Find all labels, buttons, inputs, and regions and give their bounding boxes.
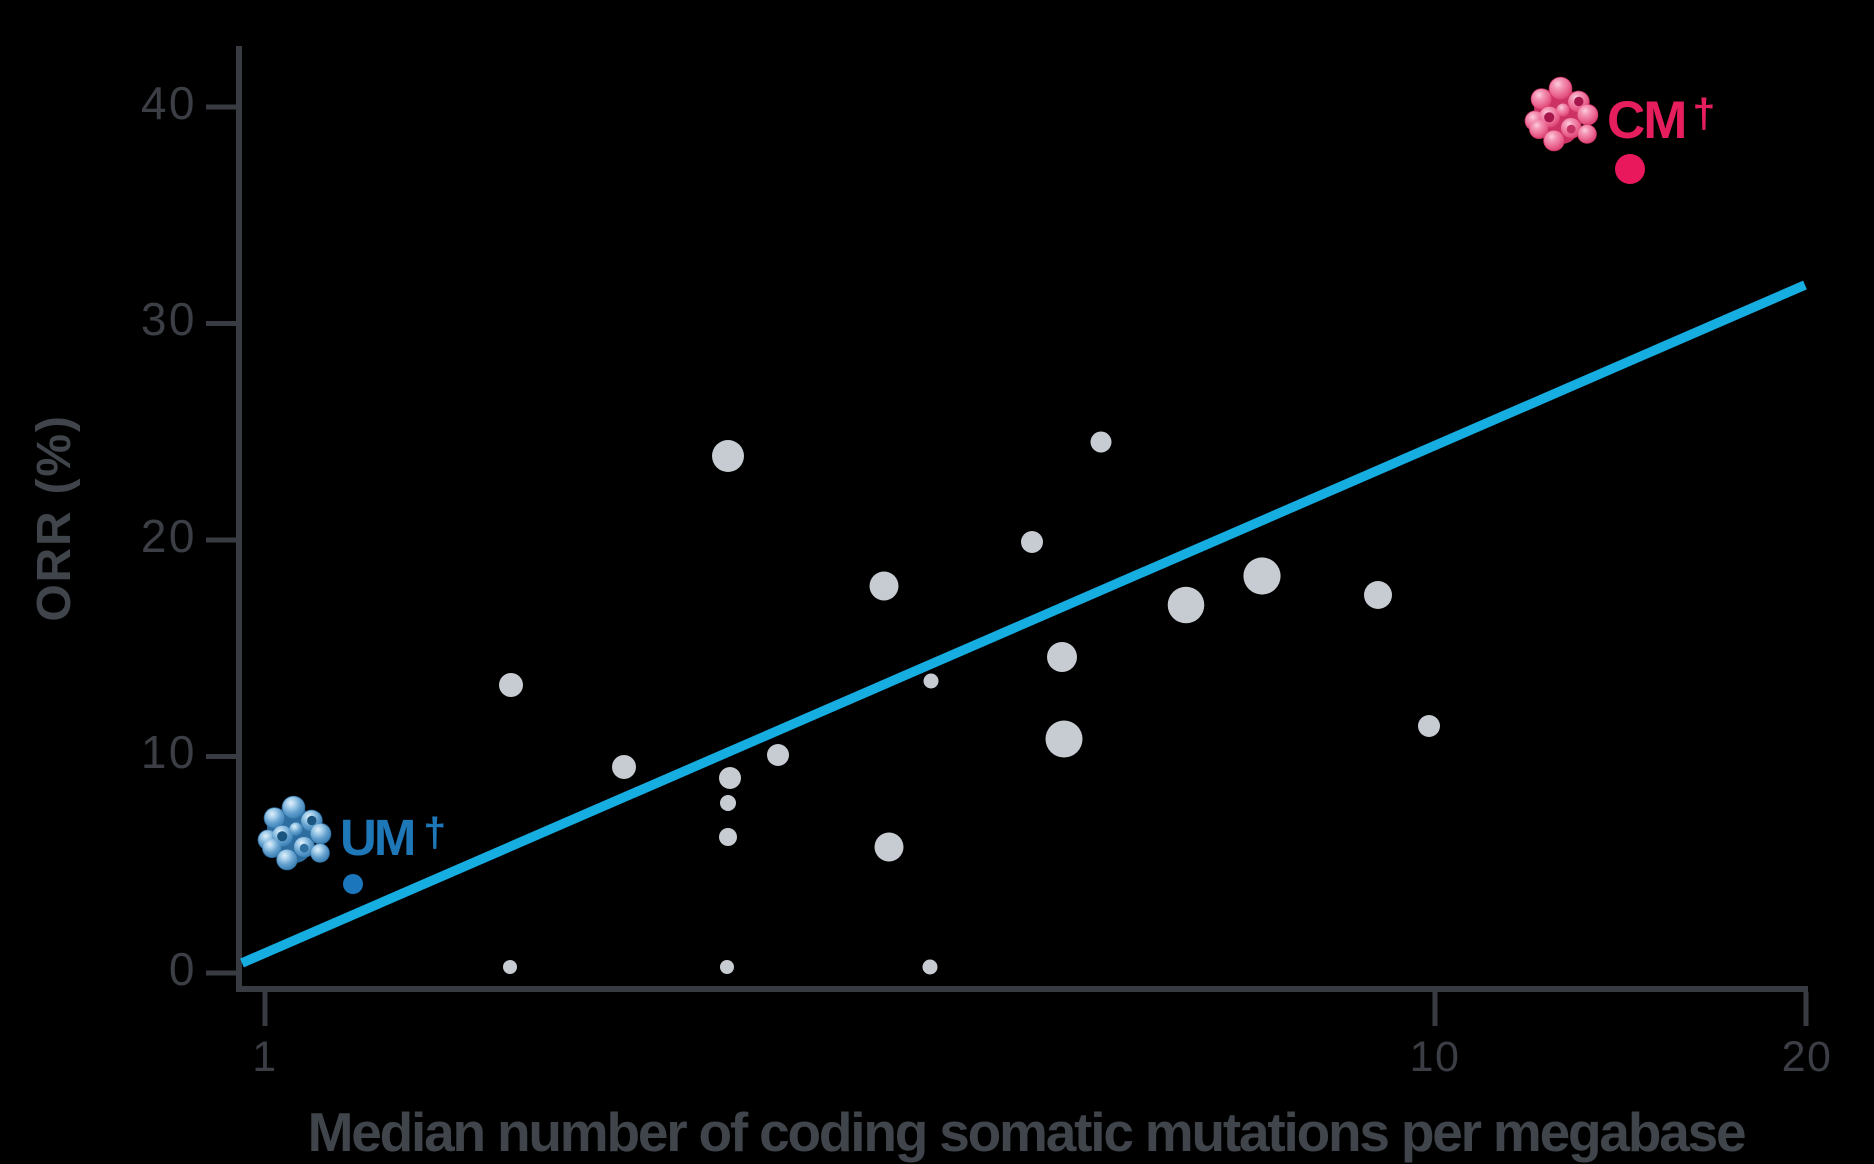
svg-text:ORR (%): ORR (%): [28, 414, 81, 621]
svg-text:UM†: UM †: [340, 809, 444, 866]
svg-text:CM†: CM †: [1607, 90, 1713, 150]
svg-text:30: 30: [141, 293, 197, 345]
svg-text:40: 40: [141, 77, 197, 129]
svg-text:0: 0: [169, 943, 197, 995]
svg-text:20: 20: [141, 510, 197, 562]
svg-text:1: 1: [252, 1033, 277, 1081]
svg-text:20: 20: [1782, 1033, 1833, 1081]
svg-text:10: 10: [141, 726, 197, 778]
svg-text:Median number of coding somati: Median number of coding somatic mutation…: [308, 1101, 1745, 1163]
svg-text:10: 10: [1410, 1033, 1461, 1081]
